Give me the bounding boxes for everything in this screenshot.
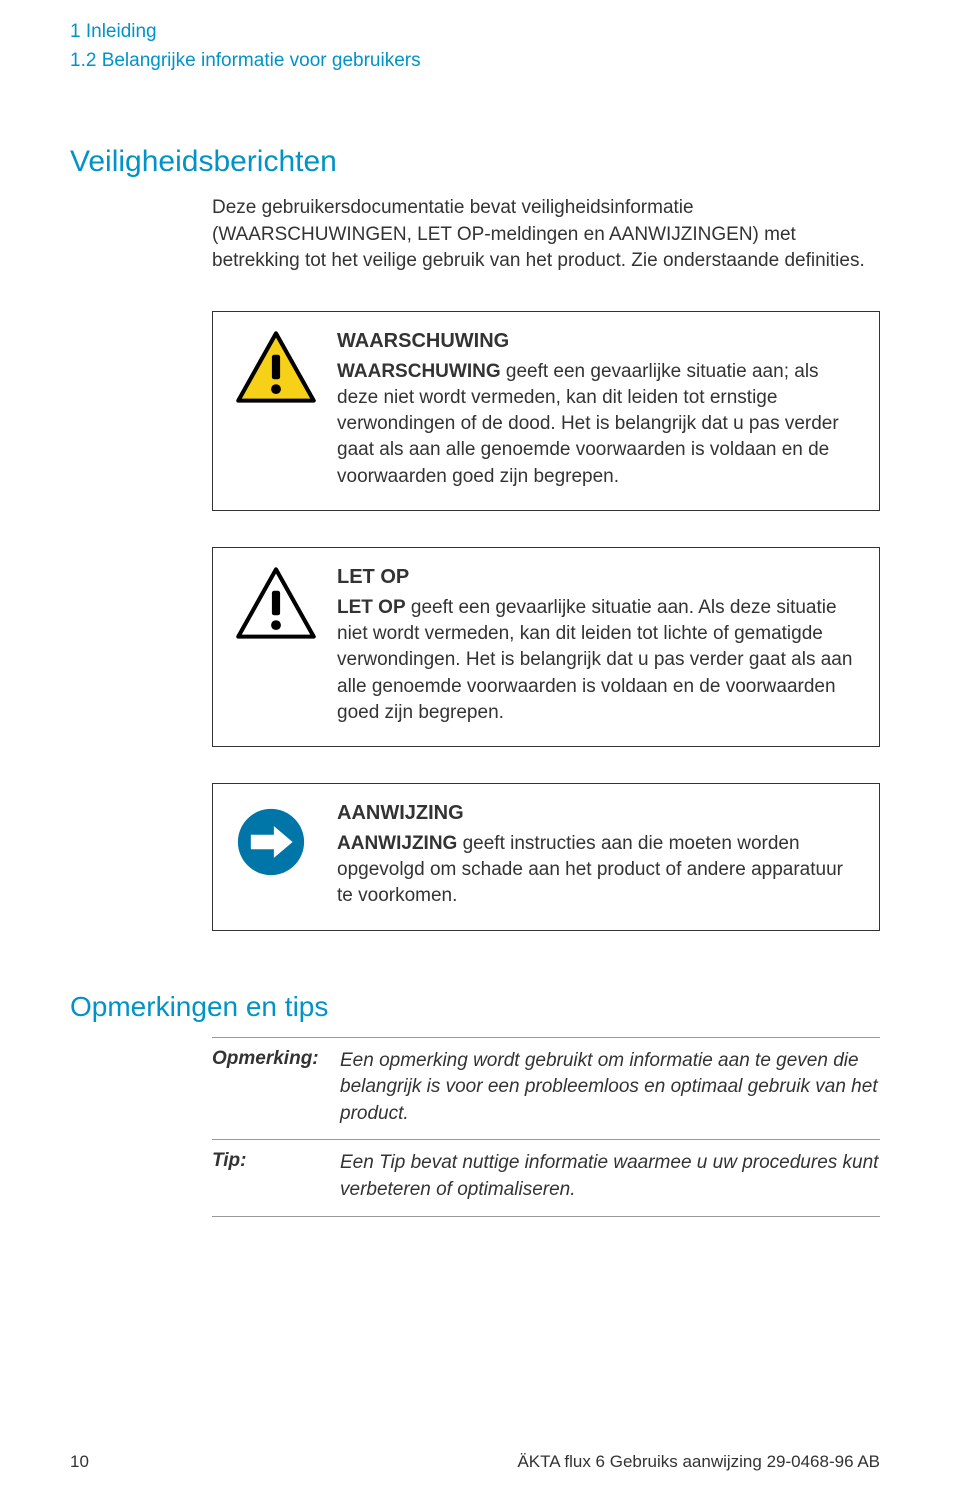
notice-caution-content: LET OP LET OP geeft een gevaarlijke situ… — [337, 566, 857, 726]
definition-desc: Een Tip bevat nuttige informatie waarmee… — [340, 1150, 880, 1203]
warning-triangle-icon — [235, 330, 317, 409]
notice-warning-heading: WAARSCHUWING — [337, 330, 857, 353]
notice-warning-body: WAARSCHUWING geeft een gevaarlijke situa… — [337, 359, 857, 490]
notice-warning: WAARSCHUWING WAARSCHUWING geeft een geva… — [212, 311, 880, 511]
document-id: ÄKTA flux 6 Gebruiks aanwijzing 29-0468-… — [517, 1452, 880, 1472]
notice-instruction: AANWIJZING AANWIJZING geeft instructies … — [212, 783, 880, 931]
notice-instruction-content: AANWIJZING AANWIJZING geeft instructies … — [337, 802, 857, 910]
caution-triangle-icon — [235, 566, 317, 645]
document-page: 1 Inleiding 1.2 Belangrijke informatie v… — [0, 0, 960, 1500]
notice-instruction-heading: AANWIJZING — [337, 802, 857, 825]
notice-caution-body: LET OP geeft een gevaarlijke situatie aa… — [337, 595, 857, 726]
definition-row: Opmerking: Een opmerking wordt gebruikt … — [212, 1037, 880, 1140]
definition-term: Tip: — [212, 1150, 340, 1203]
notice-caution-lead: LET OP — [337, 597, 406, 618]
definition-term: Opmerking: — [212, 1048, 340, 1128]
notice-caution-text: geeft een gevaarlijke situatie aan. Als … — [337, 597, 852, 723]
notice-warning-content: WAARSCHUWING WAARSCHUWING geeft een geva… — [337, 330, 857, 490]
notice-caution: LET OP LET OP geeft een gevaarlijke situ… — [212, 547, 880, 747]
notice-instruction-lead: AANWIJZING — [337, 833, 457, 854]
definition-desc: Een opmerking wordt gebruikt om informat… — [340, 1048, 880, 1128]
notice-instruction-body: AANWIJZING geeft instructies aan die moe… — [337, 831, 857, 910]
breadcrumb-line-2: 1.2 Belangrijke informatie voor gebruike… — [70, 47, 880, 76]
breadcrumb: 1 Inleiding 1.2 Belangrijke informatie v… — [70, 18, 880, 75]
definition-row: Tip: Een Tip bevat nuttige informatie wa… — [212, 1139, 880, 1215]
notice-warning-lead: WAARSCHUWING — [337, 361, 501, 382]
notice-caution-heading: LET OP — [337, 566, 857, 589]
page-number: 10 — [70, 1452, 89, 1472]
definitions-table: Opmerking: Een opmerking wordt gebruikt … — [212, 1037, 880, 1217]
notice-arrow-icon — [235, 802, 317, 883]
page-footer: 10 ÄKTA flux 6 Gebruiks aanwijzing 29-04… — [70, 1452, 880, 1472]
subsection-title: Opmerkingen en tips — [70, 991, 880, 1023]
intro-paragraph: Deze gebruikersdocumentatie bevat veilig… — [212, 195, 880, 275]
section-title: Veiligheidsberichten — [70, 145, 880, 179]
breadcrumb-line-1: 1 Inleiding — [70, 18, 880, 47]
